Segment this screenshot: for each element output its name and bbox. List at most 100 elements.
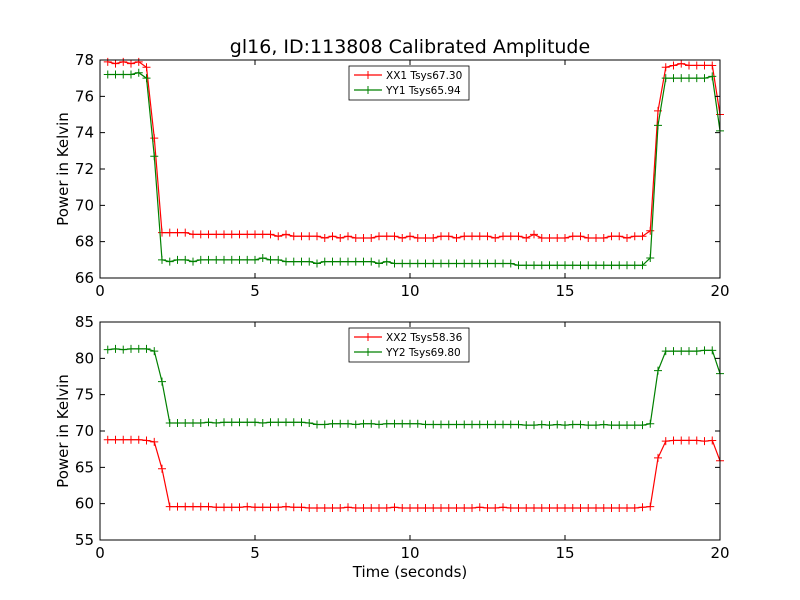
- data-point: [351, 257, 360, 266]
- data-point: [212, 419, 221, 428]
- legend-label: XX2 Tsys58.36: [386, 332, 463, 344]
- data-point: [142, 436, 151, 445]
- data-point: [103, 435, 112, 444]
- data-point: [390, 259, 399, 268]
- data-point: [576, 504, 585, 513]
- data-point: [413, 419, 422, 428]
- data-point: [158, 228, 166, 237]
- data-point: [514, 420, 523, 429]
- data-point: [545, 234, 554, 243]
- data-point: [305, 257, 314, 266]
- legend-marker: [364, 71, 372, 79]
- data-point: [561, 421, 569, 430]
- data-point: [165, 228, 174, 237]
- y-tick-label: 85: [75, 313, 94, 331]
- data-point: [553, 234, 562, 243]
- x-tick-label: 20: [710, 544, 729, 562]
- data-point: [181, 419, 190, 428]
- data-point: [258, 503, 267, 512]
- data-point: [669, 74, 678, 83]
- data-point: [708, 436, 717, 445]
- y-tick-label: 78: [75, 51, 94, 69]
- data-point: [677, 59, 686, 68]
- data-point: [700, 61, 709, 70]
- data-point: [452, 504, 461, 513]
- data-point: [103, 345, 112, 354]
- data-point: [437, 504, 445, 513]
- data-point: [592, 504, 600, 513]
- data-point: [708, 72, 717, 81]
- data-point: [452, 234, 461, 243]
- data-point: [700, 74, 709, 83]
- data-point: [460, 259, 469, 268]
- data-point: [630, 421, 639, 430]
- data-point: [483, 420, 492, 429]
- data-point: [483, 232, 492, 241]
- data-point: [359, 257, 368, 266]
- data-point: [282, 257, 290, 266]
- data-point: [499, 420, 507, 429]
- data-point: [421, 420, 430, 429]
- data-point: [305, 419, 314, 428]
- data-point: [165, 502, 174, 511]
- data-point: [406, 259, 414, 268]
- data-point: [227, 230, 236, 239]
- data-point: [599, 234, 608, 243]
- data-point: [119, 70, 128, 79]
- data-point: [227, 418, 236, 427]
- data-point: [390, 503, 399, 512]
- data-point: [584, 504, 593, 513]
- data-point: [119, 435, 128, 444]
- data-point: [413, 234, 422, 243]
- data-point: [700, 437, 709, 446]
- data-point: [189, 502, 197, 511]
- data-point: [266, 503, 275, 512]
- data-point: [522, 421, 531, 430]
- data-point: [305, 504, 314, 513]
- data-point: [514, 504, 523, 513]
- data-point: [491, 420, 500, 429]
- data-point: [468, 420, 476, 429]
- data-point: [615, 261, 624, 270]
- y-tick-label: 66: [75, 269, 94, 287]
- data-point: [189, 419, 197, 428]
- data-point: [545, 421, 554, 430]
- data-point: [235, 230, 244, 239]
- data-point: [212, 255, 221, 264]
- data-point: [499, 232, 507, 241]
- data-point: [150, 152, 159, 161]
- data-point: [692, 436, 701, 445]
- data-point: [119, 57, 128, 66]
- data-point: [359, 504, 368, 513]
- data-point: [328, 232, 337, 241]
- data-point: [297, 503, 306, 512]
- data-point: [243, 418, 252, 427]
- data-point: [220, 255, 228, 264]
- data-point: [243, 230, 252, 239]
- data-point: [158, 464, 166, 473]
- x-tick-label: 10: [400, 544, 419, 562]
- data-point: [375, 259, 383, 268]
- data-point: [227, 503, 236, 512]
- data-point: [351, 504, 360, 513]
- data-point: [196, 502, 205, 511]
- data-point: [444, 232, 453, 241]
- data-point: [320, 504, 329, 513]
- data-point: [251, 503, 259, 512]
- data-point: [289, 503, 298, 512]
- data-point: [522, 234, 531, 243]
- data-point: [328, 419, 337, 428]
- data-point: [444, 259, 453, 268]
- y-tick-label: 80: [75, 349, 94, 367]
- data-point: [297, 257, 306, 266]
- x-tick-label: 0: [95, 282, 105, 300]
- data-point: [623, 261, 631, 270]
- data-point: [282, 418, 290, 427]
- data-point: [685, 347, 693, 356]
- data-point: [251, 230, 259, 239]
- legend-label: YY2 Tsys69.80: [385, 347, 461, 359]
- data-point: [661, 437, 670, 446]
- data-point: [158, 377, 166, 386]
- legend-marker: [364, 333, 372, 341]
